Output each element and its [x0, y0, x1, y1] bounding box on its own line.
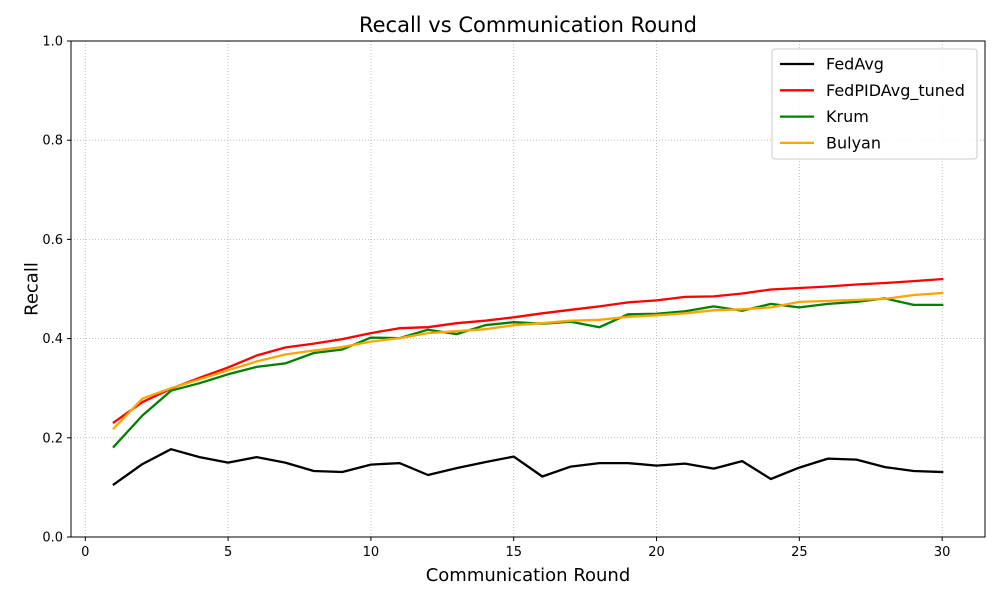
series-line-bulyan	[112, 291, 944, 431]
series-line-krum	[112, 297, 944, 449]
x-tick-label: 30	[934, 545, 951, 560]
y-axis-title: Recall	[21, 262, 42, 316]
y-tick-label: 0.4	[42, 332, 63, 347]
x-tick-label: 0	[81, 545, 89, 560]
x-axis-title: Communication Round	[426, 565, 631, 586]
legend-label-bulyan: Bulyan	[826, 133, 881, 152]
series-lines	[112, 277, 944, 487]
chart-title: Recall vs Communication Round	[359, 13, 697, 37]
y-tick-label: 0.8	[42, 134, 63, 149]
y-tick-label: 0.6	[42, 233, 63, 248]
y-tick-label: 0.2	[42, 431, 63, 446]
x-tick-label: 10	[363, 545, 380, 560]
x-tick-label: 5	[224, 545, 232, 560]
legend-label-fedpidavg-tuned: FedPIDAvg_tuned	[826, 81, 965, 101]
y-tick-label: 1.0	[42, 35, 63, 50]
x-tick-label: 25	[791, 545, 808, 560]
x-tick-label: 15	[505, 545, 522, 560]
series-line-fedavg	[112, 448, 944, 487]
legend-label-fedavg: FedAvg	[826, 55, 884, 74]
series-line-fedpidavg-tuned	[112, 277, 944, 425]
x-tick-label: 20	[648, 545, 665, 560]
legend-label-krum: Krum	[826, 107, 869, 126]
plot-frame	[70, 40, 986, 538]
legend: FedAvg FedPIDAvg_tuned Krum Bulyan	[771, 48, 978, 160]
y-tick-label: 0.0	[42, 531, 63, 546]
axis-ticks: 0 5 10 15 20 25 30 0.0 0.2 0.4 0.6 0.8 1.0	[42, 35, 950, 561]
legend-box	[771, 48, 978, 160]
